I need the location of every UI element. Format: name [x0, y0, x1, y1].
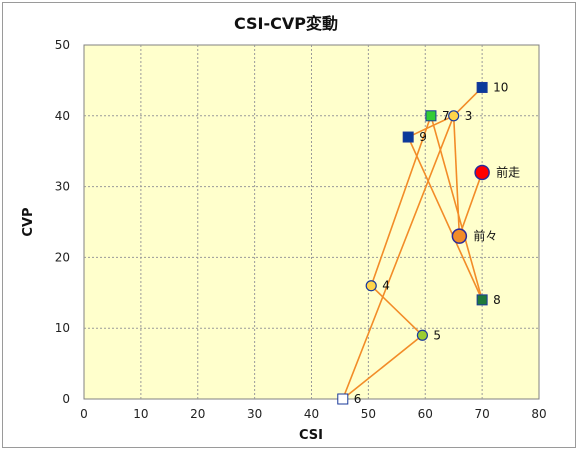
tick-labels: 0 10 20 30 40 50 60 70 80 0 10 20 30 40 50 [55, 38, 547, 421]
grid-lines [84, 45, 539, 399]
y-tick-label: 50 [55, 38, 70, 52]
x-tick-label: 30 [247, 407, 262, 421]
point-label: 8 [493, 293, 501, 307]
point-marker-10 [476, 81, 488, 93]
point-label: 7 [442, 109, 450, 123]
path-segment [342, 115, 455, 400]
point-label: 10 [493, 80, 508, 94]
y-tick-label: 0 [62, 392, 70, 406]
point-marker-6 [337, 393, 349, 405]
x-tick-label: 40 [304, 407, 319, 421]
y-tick-label: 10 [55, 321, 70, 335]
path-segment [452, 115, 461, 237]
point-marker-4 [365, 280, 377, 292]
y-axis-title: CVP [21, 207, 36, 236]
point-label: 5 [433, 328, 441, 342]
x-tick-label: 0 [80, 407, 88, 421]
point-marker-9 [402, 131, 414, 143]
point-label: 4 [382, 279, 390, 293]
point-marker-7 [425, 110, 437, 122]
point-marker-前々 [451, 228, 468, 244]
point-marker-8 [476, 294, 488, 306]
x-axis-title: CSI [299, 428, 323, 443]
x-tick-label: 50 [361, 407, 376, 421]
csi-cvp-chart: CSI-CVP変動 0 10 20 30 40 50 60 70 80 0 10 20 30 40 50 C… [21, 14, 547, 443]
point-label: 前走 [496, 164, 520, 179]
data-points: 10 3 9 8 7 4 5 6 前々 前走 [337, 80, 520, 406]
x-tick-label: 20 [190, 407, 205, 421]
point-label: 3 [465, 109, 473, 123]
point-marker-5 [416, 329, 429, 341]
x-tick-label: 60 [418, 407, 433, 421]
path-segment [342, 334, 423, 400]
point-label: 6 [354, 392, 362, 406]
point-label: 前々 [473, 228, 497, 243]
chart-title: CSI-CVP変動 [234, 14, 338, 33]
path-segment [430, 115, 483, 301]
x-tick-label: 80 [531, 407, 546, 421]
y-tick-label: 20 [55, 250, 70, 264]
path-segment [370, 115, 432, 286]
series-path [342, 86, 483, 400]
x-tick-label: 10 [133, 407, 148, 421]
path-segment [370, 285, 423, 336]
path-segment [407, 115, 455, 138]
path-segment [458, 172, 483, 237]
point-marker-3 [448, 110, 460, 122]
y-tick-label: 30 [55, 180, 70, 194]
x-tick-label: 70 [474, 407, 489, 421]
path-segment [407, 136, 483, 301]
y-tick-label: 40 [55, 109, 70, 123]
point-label: 9 [419, 130, 427, 144]
point-marker-前走 [474, 164, 490, 181]
